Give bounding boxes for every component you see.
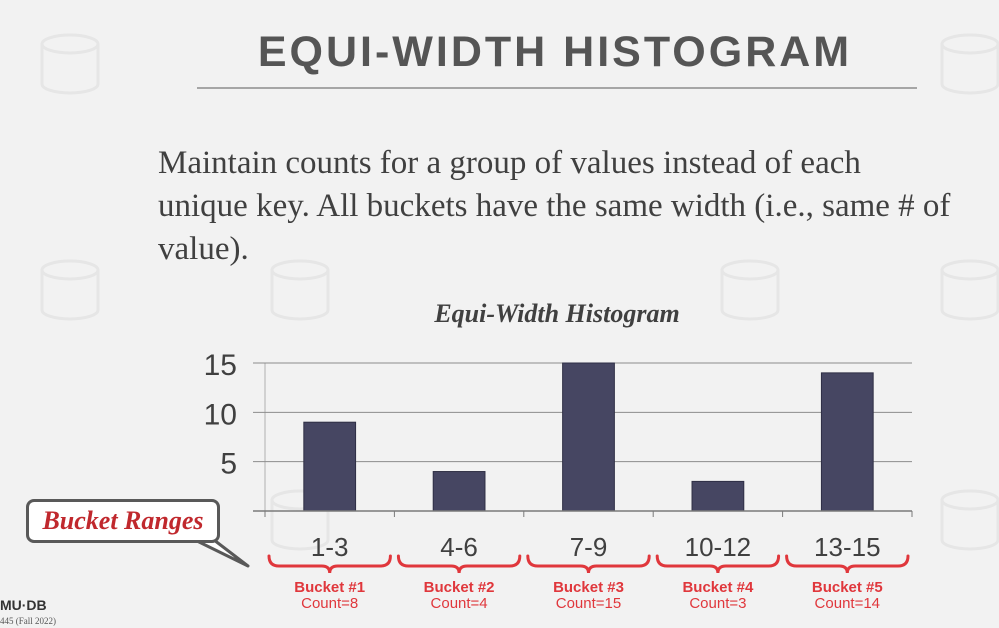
- x-tick-label: 7-9: [570, 532, 608, 562]
- title-underline: [197, 87, 917, 89]
- database-icon: [720, 259, 780, 321]
- y-tick-label: 5: [220, 448, 237, 481]
- slide-body-text: Maintain counts for a group of values in…: [158, 145, 951, 267]
- chart-title: Equi-Width Histogram: [433, 299, 679, 328]
- callout-box: [26, 499, 220, 543]
- bar: [562, 362, 615, 512]
- y-tick-label: 15: [204, 349, 237, 382]
- database-icon: [270, 259, 330, 321]
- database-icon: [940, 489, 999, 551]
- database-icon: [940, 259, 999, 321]
- x-tick-label: 1-3: [311, 532, 349, 562]
- y-tick-label: 10: [204, 398, 237, 431]
- bucket-count: Count=3: [689, 595, 746, 612]
- x-tick-label: 13-15: [814, 532, 881, 562]
- bucket-name: Bucket #1: [294, 579, 365, 596]
- database-icon: [40, 259, 100, 321]
- bar: [432, 471, 486, 512]
- bucket-name: Bucket #3: [553, 579, 624, 596]
- bucket-name: Bucket #4: [682, 579, 754, 596]
- bucket-name: Bucket #2: [424, 579, 495, 596]
- database-icon: [940, 33, 999, 95]
- bucket-brace: [396, 554, 522, 574]
- bucket-brace: [655, 554, 781, 574]
- slide-title: EQUI-WIDTH HISTOGRAM: [257, 28, 853, 76]
- bar: [691, 480, 745, 512]
- bucket-brace: [526, 554, 651, 574]
- bucket-brace: [267, 554, 392, 574]
- bucket-count: Count=15: [556, 595, 621, 612]
- footer-logo: MU·DB: [0, 597, 47, 613]
- database-icon: [40, 33, 100, 95]
- bucket-count: Count=4: [431, 595, 488, 612]
- bucket-name: Bucket #5: [812, 579, 883, 596]
- bucket-count: Count=14: [815, 595, 880, 612]
- footer-course: 445 (Fall 2022): [0, 616, 56, 626]
- bucket-brace: [785, 554, 910, 574]
- bucket-count: Count=8: [301, 595, 358, 612]
- callout-label: Bucket Ranges: [42, 506, 204, 535]
- x-tick-label: 10-12: [685, 532, 752, 562]
- x-tick-label: 4-6: [440, 532, 478, 562]
- bar: [820, 372, 874, 512]
- bar: [303, 421, 357, 512]
